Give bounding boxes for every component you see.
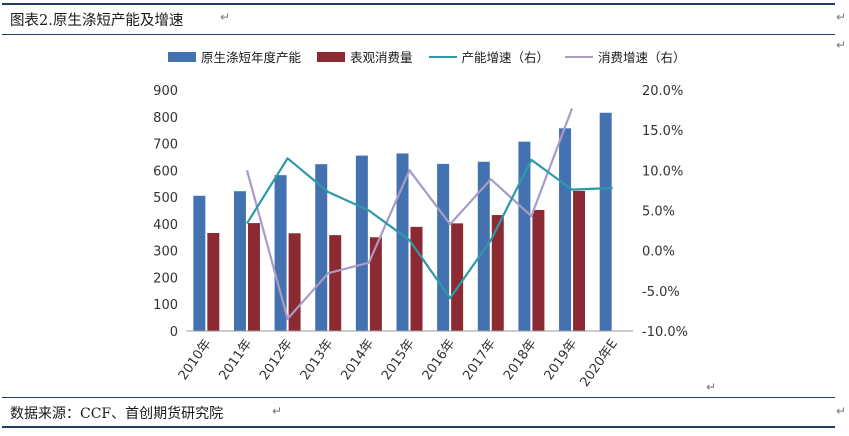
legend-line-consumption-growth xyxy=(565,55,594,58)
legend-label-capacity-growth: 产能增速（右） xyxy=(461,50,550,65)
bar-capacity xyxy=(477,161,490,331)
return-mark-icon: ↵ xyxy=(272,404,283,418)
y-left-tick-label: 900 xyxy=(153,84,178,99)
bar-capacity xyxy=(396,153,409,331)
y-left-tick-label: 100 xyxy=(153,298,178,313)
bar-consumption xyxy=(247,223,260,331)
figure-caption-title: 图表2.原生涤短产能及增速 xyxy=(10,13,184,29)
y-right-tick-label: 15.0% xyxy=(642,124,683,139)
bar-capacity xyxy=(518,141,531,331)
bar-consumption xyxy=(329,235,342,331)
y-right-tick-label: 20.0% xyxy=(642,84,683,99)
x-tick-label: 2012年 xyxy=(257,337,296,383)
line-capacity-growth xyxy=(246,157,613,300)
legend-line-capacity-growth xyxy=(428,55,457,58)
x-tick-label: 2014年 xyxy=(338,337,377,383)
y-left-tick-label: 700 xyxy=(153,138,178,153)
y-right-tick-label: 10.0% xyxy=(642,164,683,179)
x-tick-label: 2013年 xyxy=(298,337,337,383)
bar-capacity xyxy=(233,191,246,331)
x-tick-label: 2019年 xyxy=(542,337,581,383)
bar-capacity xyxy=(437,163,450,331)
y-left-tick-label: 400 xyxy=(153,218,178,233)
bar-capacity xyxy=(559,128,572,331)
return-mark-icon: ↵ xyxy=(706,380,717,394)
caption-top-rule xyxy=(2,3,835,5)
y-right-tick-label: 0.0% xyxy=(642,245,675,260)
bar-capacity xyxy=(599,112,612,331)
bar-capacity xyxy=(193,195,206,331)
bar-capacity xyxy=(274,175,287,331)
bar-consumption xyxy=(369,237,382,331)
y-right-tick-label: 5.0% xyxy=(642,205,675,220)
bar-consumption xyxy=(573,190,586,331)
x-tick-label: 2010年 xyxy=(176,337,215,383)
y-right-tick-label: -10.0% xyxy=(642,325,688,340)
y-left-tick-label: 800 xyxy=(153,111,178,126)
bar-consumption xyxy=(491,215,504,331)
legend-item-capacity: 原生涤短年度产能 xyxy=(168,47,301,66)
source-bottom-rule xyxy=(2,426,835,428)
x-tick-label: 2015年 xyxy=(379,337,418,383)
return-mark-icon: ↵ xyxy=(220,10,231,24)
line-consumption-growth xyxy=(245,108,574,320)
legend-item-capacity-growth: 产能增速（右） xyxy=(428,47,550,66)
return-mark-icon: ↵ xyxy=(836,38,847,52)
legend-label-capacity: 原生涤短年度产能 xyxy=(201,50,302,65)
chart-legend: 原生涤短年度产能 表观消费量 产能增速（右） 消费增速（右） xyxy=(168,47,686,66)
x-tick-label: 2018年 xyxy=(501,337,540,383)
legend-label-consumption-growth: 消费增速（右） xyxy=(598,50,686,65)
x-tick-label: 2017年 xyxy=(460,337,499,383)
y-left-tick-label: 200 xyxy=(153,271,178,286)
legend-swatch-consumption xyxy=(317,51,346,62)
bar-capacity xyxy=(315,164,328,331)
figure-source-note: 数据来源：CCF、首创期货研究院 xyxy=(10,406,224,422)
return-mark-icon: ↵ xyxy=(836,10,847,24)
legend-item-consumption: 表观消费量 xyxy=(317,47,413,66)
x-tick-label: 2020年E xyxy=(578,337,621,390)
y-left-tick-label: 500 xyxy=(153,191,178,206)
caption-bottom-rule xyxy=(2,34,835,35)
return-mark-icon: ↵ xyxy=(836,404,847,418)
bar-consumption xyxy=(207,232,220,331)
bar-capacity xyxy=(355,155,368,331)
legend-label-consumption: 表观消费量 xyxy=(350,50,413,65)
y-left-tick-label: 600 xyxy=(153,164,178,179)
x-tick-label: 2016年 xyxy=(420,337,459,383)
bar-consumption xyxy=(532,209,545,331)
source-top-rule xyxy=(2,397,835,398)
bar-consumption xyxy=(451,223,464,331)
y-right-tick-label: -5.0% xyxy=(642,285,680,300)
legend-item-consumption-growth: 消费增速（右） xyxy=(565,47,686,66)
legend-swatch-capacity xyxy=(168,51,196,62)
y-left-tick-label: 0 xyxy=(170,325,178,340)
x-tick-label: 2011年 xyxy=(217,337,256,383)
y-left-tick-label: 300 xyxy=(153,245,178,260)
